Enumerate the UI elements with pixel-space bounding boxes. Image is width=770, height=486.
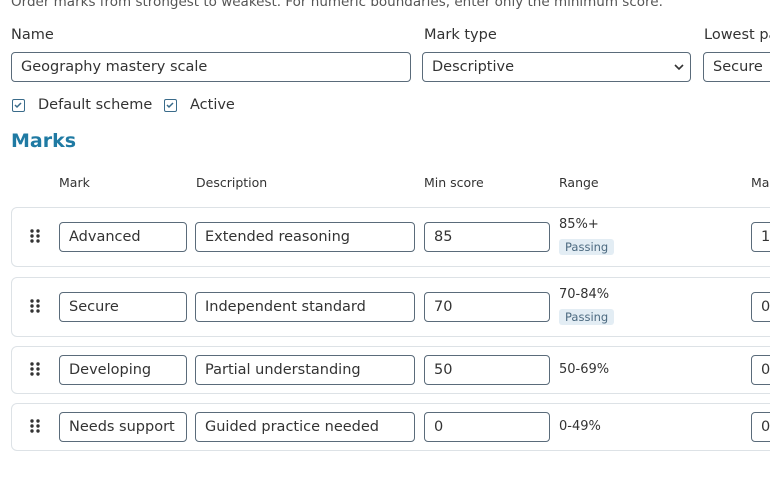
field-label: Mark type <box>424 27 497 43</box>
column-header: Range <box>559 175 599 190</box>
status-badge: Passing <box>559 239 615 255</box>
drag-handle[interactable] <box>30 299 40 313</box>
extra-input[interactable]: 0 <box>751 292 770 322</box>
mark-input[interactable]: Advanced <box>59 222 187 252</box>
lowest-select[interactable]: Secure <box>703 52 770 82</box>
min-score-input[interactable]: 0 <box>424 412 550 442</box>
status-badge: Passing <box>559 309 615 325</box>
range-text: 70-84% <box>559 287 610 302</box>
range-text: 0-49% <box>559 419 601 434</box>
section-title: Marks <box>11 130 77 152</box>
checkbox[interactable] <box>164 99 177 112</box>
instructions: Order marks from strongest to weakest. F… <box>11 0 663 10</box>
description-input[interactable]: Independent standard <box>195 292 415 322</box>
drag-handle[interactable] <box>30 419 40 433</box>
column-header: Ma <box>751 175 770 190</box>
description-input[interactable]: Guided practice needed <box>195 412 415 442</box>
column-header: Mark <box>59 175 90 190</box>
checkbox[interactable] <box>12 99 25 112</box>
column-header: Description <box>196 175 268 190</box>
checkbox-label: Active <box>190 97 235 113</box>
select-value: Descriptive <box>432 59 515 75</box>
description-input[interactable]: Extended reasoning <box>195 222 415 252</box>
drag-handle[interactable] <box>30 229 40 243</box>
min-score-input[interactable]: 70 <box>424 292 550 322</box>
type-select[interactable]: Descriptive <box>422 52 691 82</box>
description-input[interactable]: Partial understanding <box>195 355 415 385</box>
field-label: Lowest pa <box>704 27 770 43</box>
mark-input[interactable]: Secure <box>59 292 187 322</box>
column-header: Min score <box>424 175 484 190</box>
range-text: 85%+ <box>559 217 599 232</box>
chevron <box>674 64 684 71</box>
min-score-input[interactable]: 50 <box>424 355 550 385</box>
extra-input[interactable]: 0 <box>751 412 770 442</box>
range-text: 50-69% <box>559 362 610 377</box>
min-score-input[interactable]: 85 <box>424 222 550 252</box>
mark-input[interactable]: Needs support <box>59 412 187 442</box>
extra-input[interactable]: 0 <box>751 355 770 385</box>
extra-input[interactable]: 1 <box>751 222 770 252</box>
checkbox-label: Default scheme <box>38 97 153 113</box>
field-label: Name <box>11 27 54 43</box>
mark-input[interactable]: Developing <box>59 355 187 385</box>
drag-handle[interactable] <box>30 362 40 376</box>
name-input[interactable]: Geography mastery scale <box>11 52 411 82</box>
